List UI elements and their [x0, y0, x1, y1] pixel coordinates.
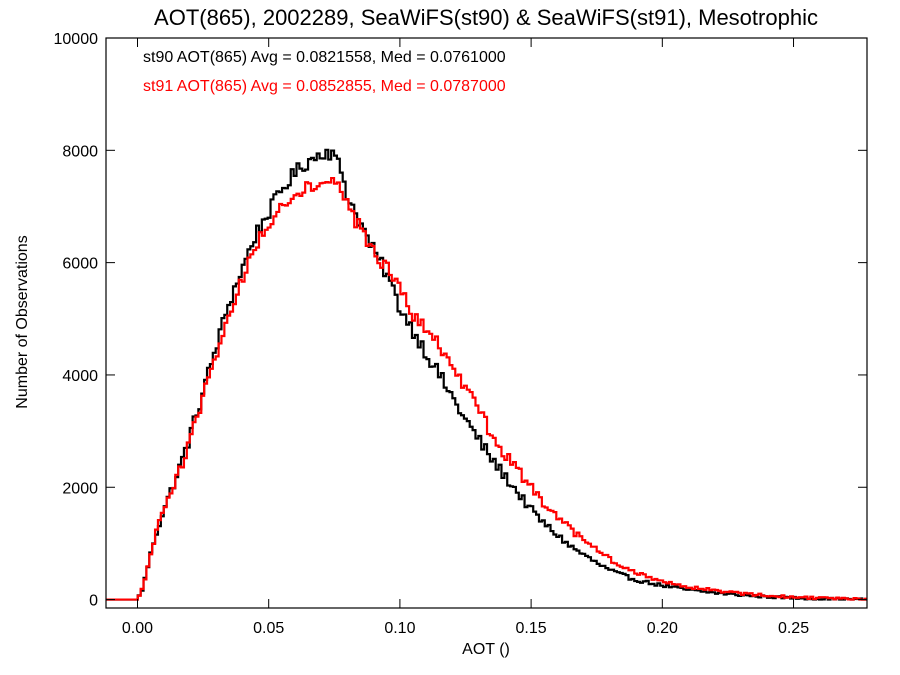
- y-tick-label: 0: [89, 593, 98, 610]
- axes-layer: 0.00 0.05 0.10 0.15 0.20 0.25 0 2000 4000 6000 800…: [54, 31, 867, 637]
- curve-layer: [106, 148, 867, 601]
- y-tick-label: 6000: [62, 256, 98, 273]
- x-axis-label: AOT (): [462, 641, 510, 658]
- y-tick-label: 8000: [62, 143, 98, 160]
- x-tick-label: 0.25: [778, 620, 809, 637]
- y-tick-label: 2000: [62, 480, 98, 497]
- x-tick-label: 0.00: [122, 620, 153, 637]
- plot-frame: [105, 37, 868, 609]
- legend-st91: st91 AOT(865) Avg = 0.0852855, Med = 0.0…: [143, 78, 506, 95]
- x-tick-label: 0.10: [384, 620, 415, 637]
- x-tick-label: 0.05: [253, 620, 284, 637]
- y-tick-label: 10000: [54, 31, 99, 48]
- series-line-st91: [106, 176, 867, 601]
- x-tick-label: 0.15: [516, 620, 547, 637]
- x-tick-label: 0.20: [647, 620, 678, 637]
- legend-st90: st90 AOT(865) Avg = 0.0821558, Med = 0.0…: [143, 49, 506, 66]
- y-axis-label: Number of Observations: [14, 235, 31, 408]
- y-tick-label: 4000: [62, 368, 98, 385]
- chart-title: AOT(865), 2002289, SeaWiFS(st90) & SeaWi…: [154, 5, 818, 30]
